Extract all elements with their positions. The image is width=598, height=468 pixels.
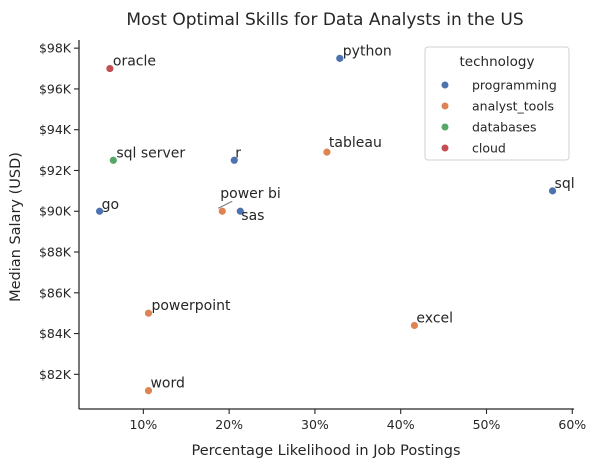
x-tick-label: 10% <box>129 417 157 432</box>
y-tick-label: $96K <box>39 81 72 96</box>
legend: technology programming analyst_toolsdataba… <box>424 46 570 161</box>
point-sql-server <box>108 155 118 165</box>
label-r: r <box>235 145 241 161</box>
y-tick-label: $92K <box>39 163 72 178</box>
point-python <box>335 53 345 63</box>
legend-marker-cloud <box>441 144 449 152</box>
point-sql <box>548 186 557 196</box>
point-oracle <box>105 64 115 73</box>
label-sql-server: sql server <box>116 145 185 161</box>
label-leader-line <box>217 200 233 209</box>
legend-entry-programming: programming <box>472 78 557 93</box>
y-tick-label: $84K <box>39 326 72 341</box>
data-points <box>95 53 557 396</box>
y-axis-label: Median Salary (USD) <box>8 152 24 302</box>
label-word: word <box>150 376 184 392</box>
legend-marker-databases <box>441 123 449 131</box>
legend-frame <box>424 46 570 161</box>
x-tick-label: 50% <box>473 417 501 432</box>
y-tick-label: $82K <box>39 367 72 382</box>
point-excel <box>410 321 419 330</box>
y-tick-label: $90K <box>39 204 72 219</box>
y-tick-label: $86K <box>39 285 72 300</box>
legend-entry-cloud: cloud <box>472 141 506 156</box>
label-sas: sas <box>241 208 264 224</box>
point-power-bi <box>217 206 227 216</box>
point-labels: python oracle tableau r sql server sql go power… <box>102 43 575 391</box>
legend-title: technology <box>460 54 535 70</box>
legend-marker-analyst_tools <box>441 102 449 110</box>
legend-entry-databases: databases <box>472 120 536 135</box>
label-powerpoint: powerpoint <box>151 298 230 314</box>
legend-marker-programming <box>441 81 449 89</box>
y-tick-label: $88K <box>39 245 72 260</box>
label-power-bi: power bi <box>220 186 281 202</box>
axes: 10% 20% 30% 40% 50% 60% $82K $84K $86K $88K $90K $9… <box>39 40 586 432</box>
y-tick-label: $94K <box>39 122 72 137</box>
point-word <box>144 386 153 396</box>
label-sql: sql <box>555 176 575 192</box>
label-oracle: oracle <box>113 54 156 70</box>
label-go: go <box>102 197 119 213</box>
y-tick-label: $98K <box>39 41 72 56</box>
point-powerpoint <box>144 308 153 318</box>
x-tick-label: 40% <box>387 417 415 432</box>
x-tick-label: 20% <box>215 417 243 432</box>
x-tick-label: 30% <box>301 417 329 432</box>
legend-entry-analyst_tools: analyst_tools <box>472 99 554 114</box>
point-r <box>229 155 239 165</box>
label-excel: excel <box>416 310 453 326</box>
label-tableau: tableau <box>329 135 382 151</box>
point-sas <box>235 206 245 216</box>
point-tableau <box>322 147 332 157</box>
point-go <box>95 206 104 216</box>
label-python: python <box>343 43 392 59</box>
chart-title: Most Optimal Skills for Data Analysts in… <box>126 10 523 30</box>
x-tick-label: 60% <box>558 417 586 432</box>
x-axis-label: Percentage Likelihood in Job Postings <box>192 443 461 459</box>
